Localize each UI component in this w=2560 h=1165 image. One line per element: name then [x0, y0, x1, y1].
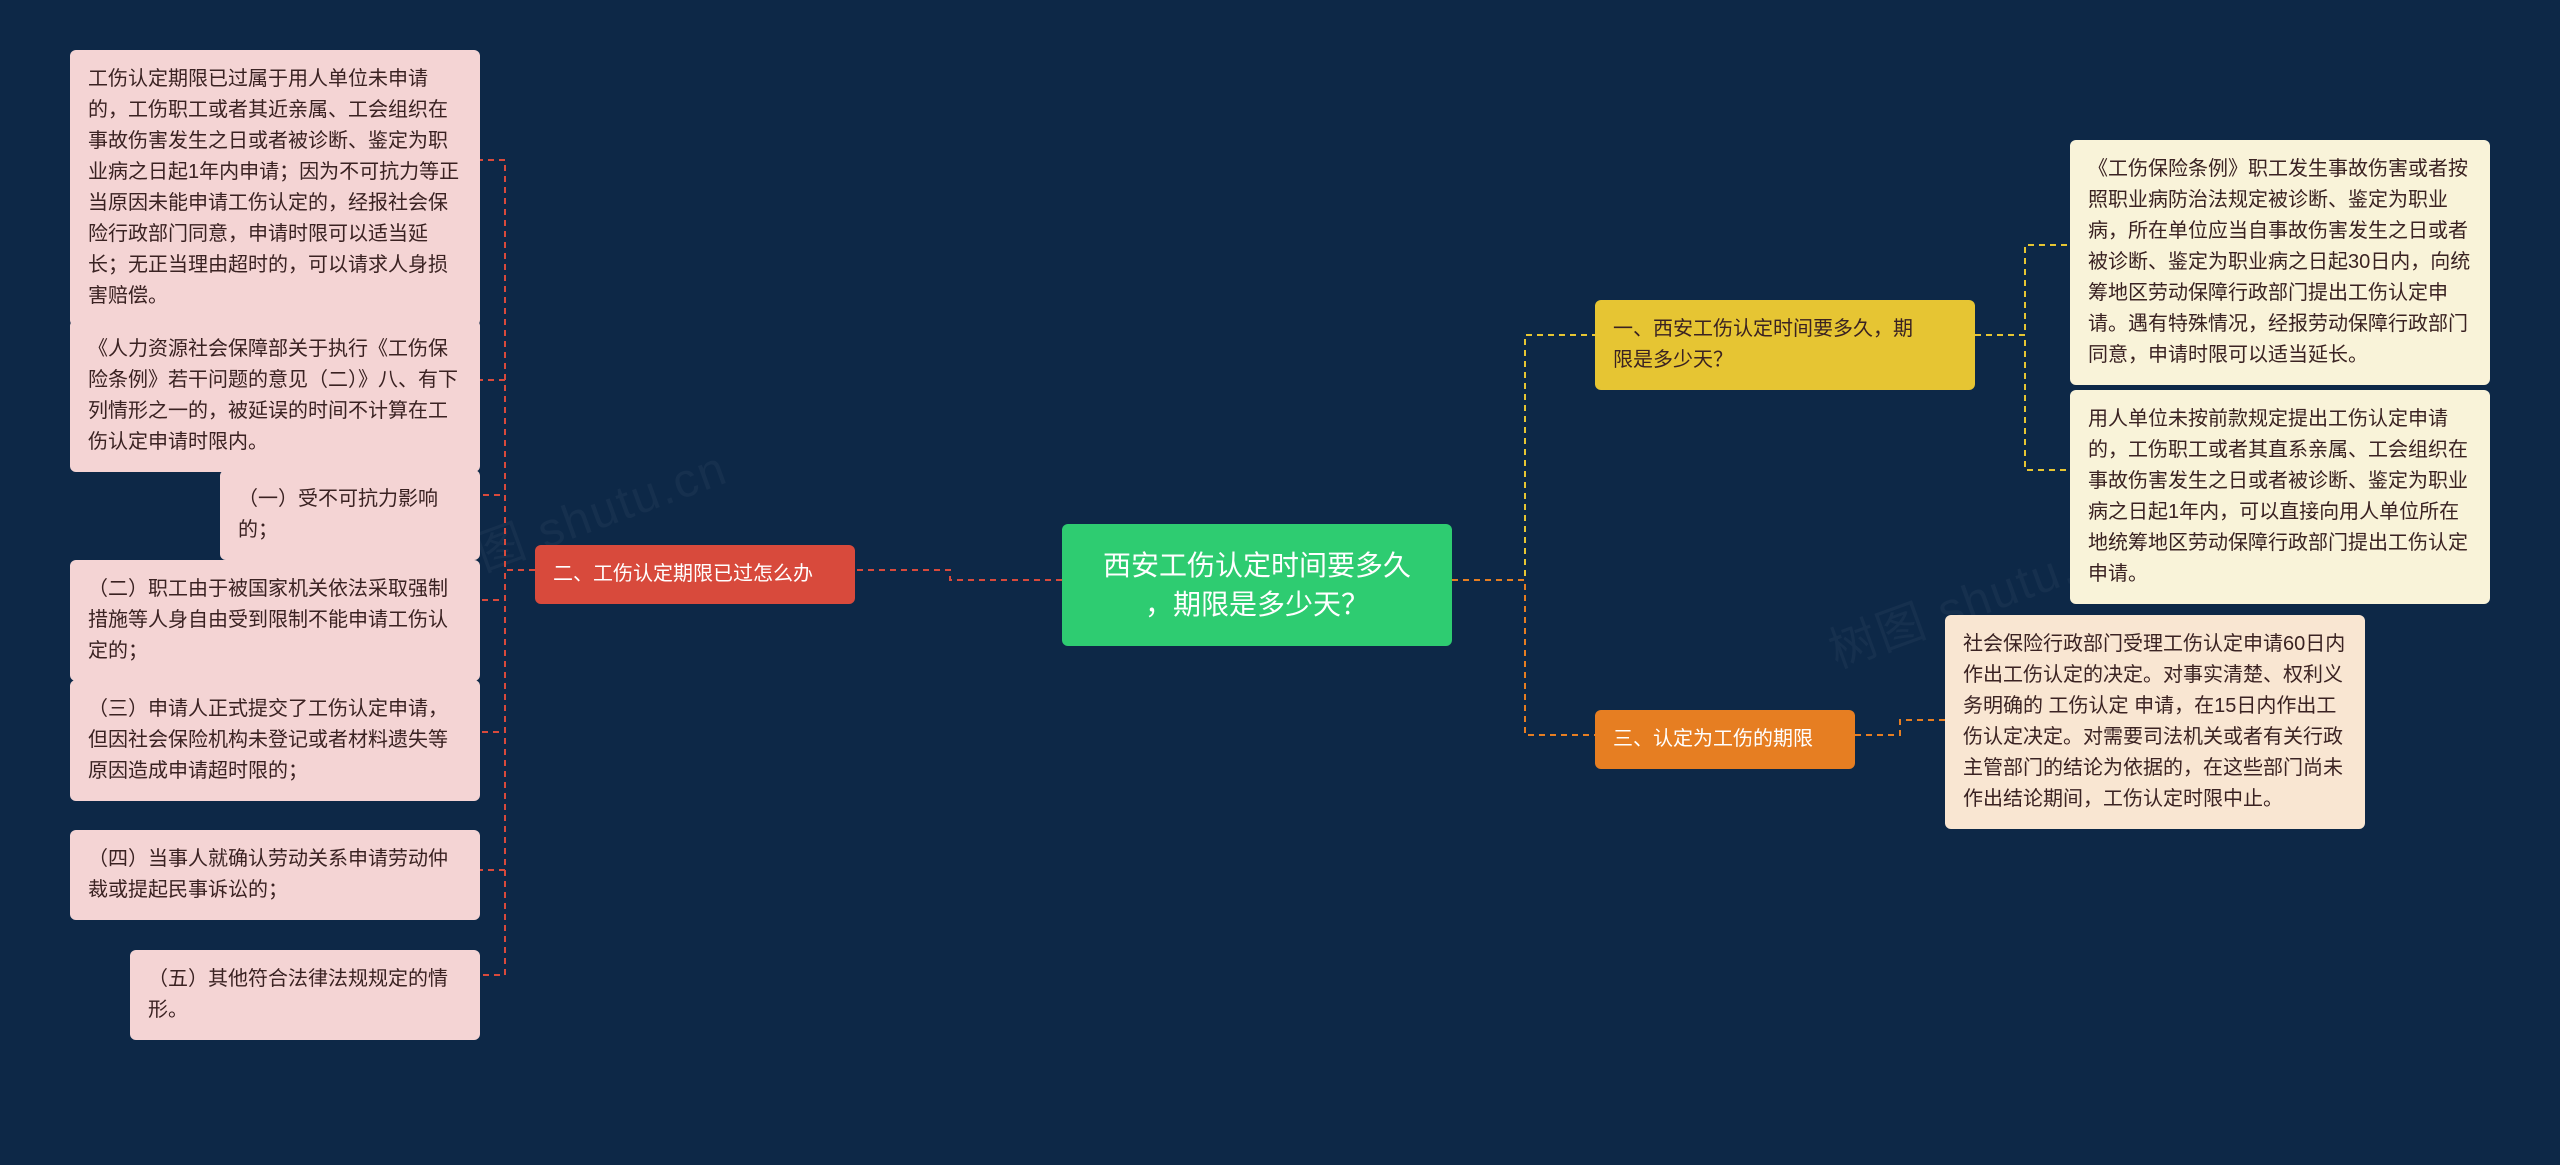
- branch-3-leaf-3: （二）职工由于被国家机关依法采取强制措施等人身自由受到限制不能申请工伤认定的；: [70, 560, 480, 681]
- branch-1-leaf-1: 用人单位未按前款规定提出工伤认定申请的，工伤职工或者其直系亲属、工会组织在事故伤…: [2070, 390, 2490, 604]
- branch-3-leaf-2: （一）受不可抗力影响的；: [220, 470, 480, 560]
- branch-1: 一、西安工伤认定时间要多久，期限是多少天？: [1595, 300, 1975, 390]
- branch-3-leaf-0: 工伤认定期限已过属于用人单位未申请的，工伤职工或者其近亲属、工会组织在事故伤害发…: [70, 50, 480, 326]
- branch-2-leaf-0: 社会保险行政部门受理工伤认定申请60日内作出工伤认定的决定。对事实清楚、权利义务…: [1945, 615, 2365, 829]
- branch-3: 二、工伤认定期限已过怎么办: [535, 545, 855, 604]
- branch-3-leaf-1: 《人力资源社会保障部关于执行《工伤保险条例》若干问题的意见（二）》八、有下列情形…: [70, 320, 480, 472]
- center-node: 西安工伤认定时间要多久，期限是多少天？: [1062, 524, 1452, 646]
- branch-3-leaf-4: （三）申请人正式提交了工伤认定申请，但因社会保险机构未登记或者材料遗失等原因造成…: [70, 680, 480, 801]
- branch-3-leaf-5: （四）当事人就确认劳动关系申请劳动仲裁或提起民事诉讼的；: [70, 830, 480, 920]
- branch-3-leaf-6: （五）其他符合法律法规规定的情形。: [130, 950, 480, 1040]
- branch-2: 三、认定为工伤的期限: [1595, 710, 1855, 769]
- branch-1-leaf-0: 《工伤保险条例》职工发生事故伤害或者按照职业病防治法规定被诊断、鉴定为职业病，所…: [2070, 140, 2490, 385]
